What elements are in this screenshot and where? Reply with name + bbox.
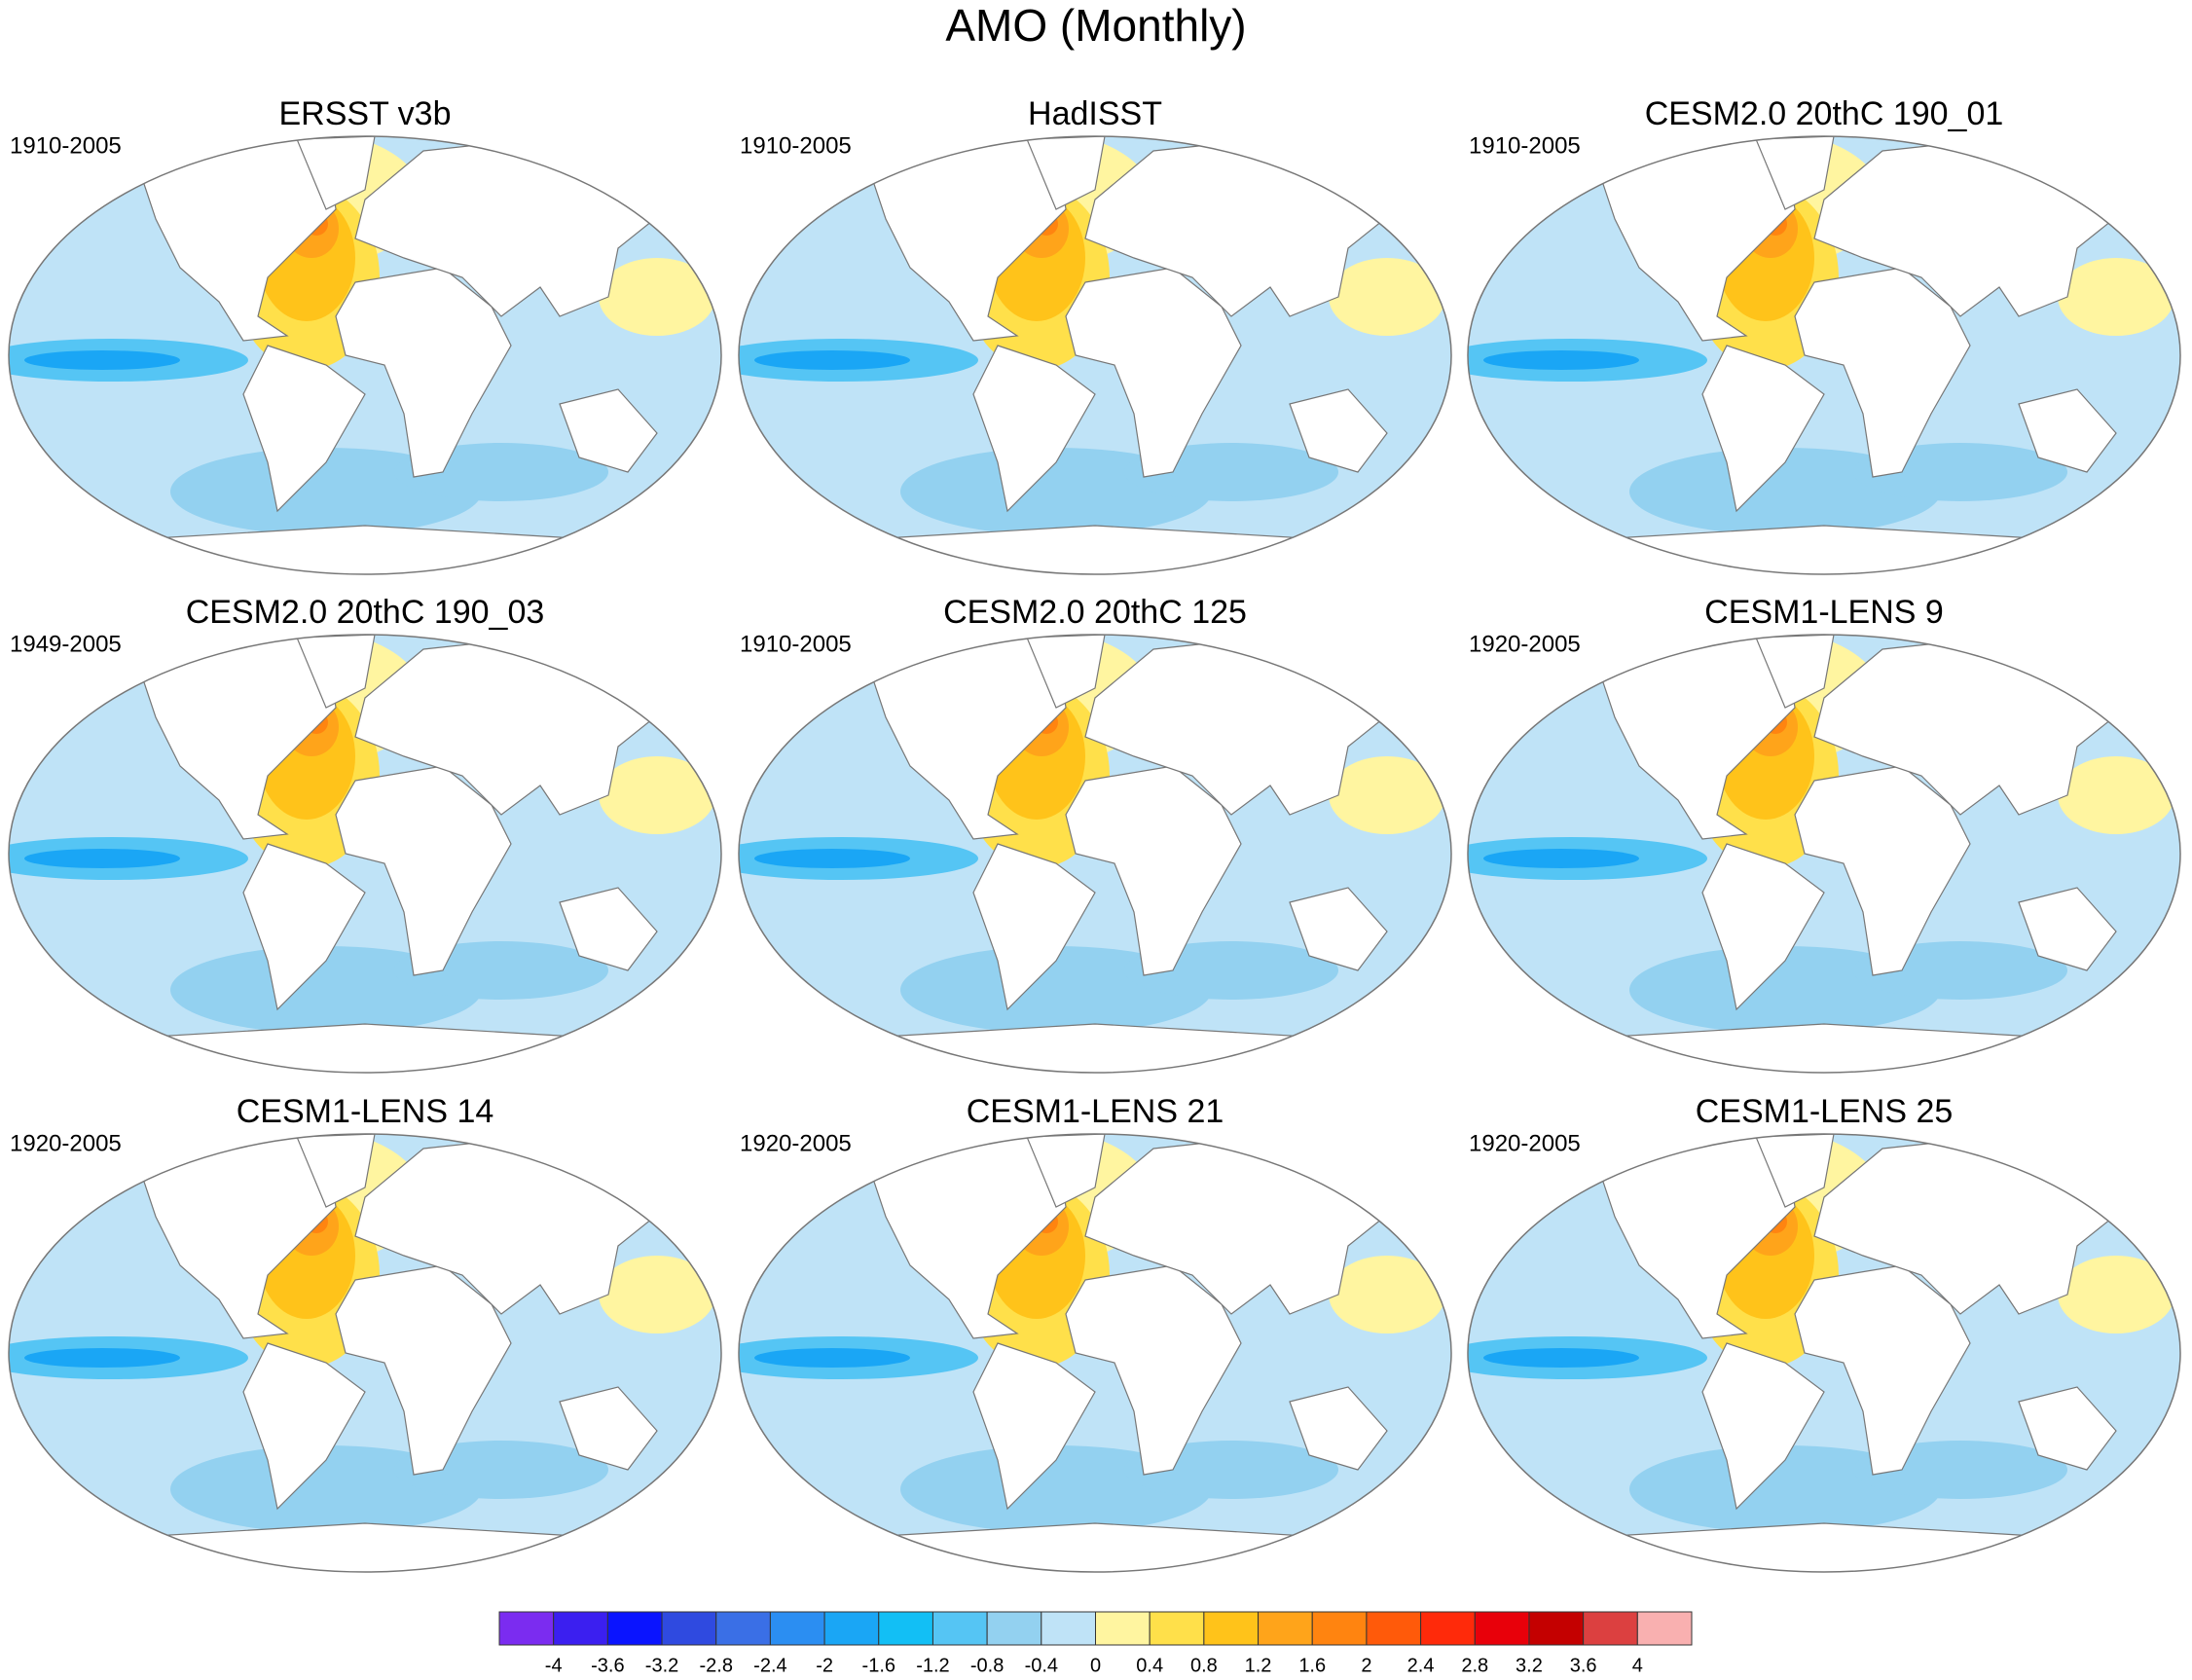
world-map <box>0 630 721 1077</box>
panel-title: CESM2.0 20thC 125 <box>943 594 1247 631</box>
colorbar-label: -1.2 <box>916 1655 949 1676</box>
colorbar-box <box>1041 1611 1097 1646</box>
colorbar-box <box>553 1611 608 1646</box>
colorbar-box <box>606 1611 663 1646</box>
world-map <box>706 131 1451 579</box>
colorbar-label: -3.2 <box>645 1655 678 1676</box>
panel-title: CESM1-LENS 14 <box>237 1093 494 1130</box>
colorbar-label: 0.4 <box>1136 1655 1163 1676</box>
colorbar-box <box>878 1611 933 1646</box>
colorbar-label: 4 <box>1632 1655 1643 1676</box>
colorbar-box <box>1149 1611 1205 1646</box>
world-map <box>1435 1129 2180 1577</box>
colorbar-label: 1.6 <box>1298 1655 1326 1676</box>
panel-period: 1910-2005 <box>740 132 852 159</box>
map-panel: CESM1-LENS 21 1920-2005 <box>706 1093 1451 1577</box>
colorbar-label: 2.4 <box>1407 1655 1435 1676</box>
map-panel: ERSST v3b 1910-2005 <box>0 95 721 579</box>
world-map <box>706 630 1451 1077</box>
panel-period: 1920-2005 <box>1469 1130 1581 1156</box>
panel-title: ERSST v3b <box>278 95 451 132</box>
world-map <box>0 131 721 579</box>
colorbar-box <box>1311 1611 1368 1646</box>
panel-period: 1920-2005 <box>1469 631 1581 657</box>
colorbar-box <box>1203 1611 1260 1646</box>
colorbar-box <box>1366 1611 1422 1646</box>
panel-title: CESM1-LENS 25 <box>1696 1093 1954 1130</box>
panel-title: CESM1-LENS 9 <box>1704 594 1944 631</box>
colorbar-box <box>769 1611 825 1646</box>
colorbar-label: -1.6 <box>862 1655 895 1676</box>
figure-title: AMO (Monthly) <box>945 0 1246 51</box>
colorbar-label: 2.8 <box>1461 1655 1488 1676</box>
panel-period: 1920-2005 <box>740 1130 852 1156</box>
map-panel: CESM2.0 20thC 190_01 1910-2005 <box>1435 95 2180 579</box>
map-panel: CESM1-LENS 9 1920-2005 <box>1435 594 2180 1077</box>
colorbar-box <box>932 1611 988 1646</box>
map-panel: HadISST 1910-2005 <box>706 95 1451 579</box>
map-panel: CESM1-LENS 14 1920-2005 <box>0 1093 721 1577</box>
colorbar: -4 -3.6 -3.2 -2.8 -2.4 -2 -1.6 -1.2 -0.8 -0.4 0 0.4… <box>498 1611 1693 1676</box>
colorbar-label: -4 <box>545 1655 563 1676</box>
colorbar-box <box>1583 1611 1638 1646</box>
panel-title: HadISST <box>1028 95 1162 132</box>
panel-period: 1910-2005 <box>10 132 122 159</box>
colorbar-box <box>986 1611 1042 1646</box>
colorbar-box <box>823 1611 880 1646</box>
colorbar-label: 3.6 <box>1570 1655 1597 1676</box>
world-map <box>0 1129 721 1577</box>
panel-period: 1910-2005 <box>740 631 852 657</box>
panel-period: 1920-2005 <box>10 1130 122 1156</box>
colorbar-box <box>1636 1611 1693 1646</box>
colorbar-box <box>1528 1611 1585 1646</box>
world-map <box>706 1129 1451 1577</box>
colorbar-label: -0.4 <box>1025 1655 1058 1676</box>
colorbar-label: -2.8 <box>699 1655 732 1676</box>
map-panel: CESM2.0 20thC 125 1910-2005 <box>706 594 1451 1077</box>
colorbar-box <box>1095 1611 1151 1646</box>
colorbar-box <box>715 1611 771 1646</box>
panel-title: CESM2.0 20thC 190_03 <box>186 594 545 631</box>
colorbar-box <box>1258 1611 1313 1646</box>
colorbar-box <box>1474 1611 1530 1646</box>
colorbar-label: -2 <box>816 1655 833 1676</box>
colorbar-box <box>498 1611 555 1646</box>
colorbar-box <box>1420 1611 1476 1646</box>
colorbar-label: 0.8 <box>1190 1655 1218 1676</box>
world-map <box>1435 131 2180 579</box>
colorbar-label: -0.8 <box>970 1655 1004 1676</box>
panel-title: CESM2.0 20thC 190_01 <box>1645 95 2004 132</box>
colorbar-box <box>661 1611 717 1646</box>
world-map <box>1435 630 2180 1077</box>
panel-period: 1949-2005 <box>10 631 122 657</box>
colorbar-label: 0 <box>1090 1655 1101 1676</box>
colorbar-label: -3.6 <box>591 1655 624 1676</box>
colorbar-label: 1.2 <box>1245 1655 1272 1676</box>
colorbar-label: -2.4 <box>753 1655 786 1676</box>
map-panel: CESM2.0 20thC 190_03 1949-2005 <box>0 594 721 1077</box>
panel-period: 1910-2005 <box>1469 132 1581 159</box>
colorbar-label: 3.2 <box>1516 1655 1543 1676</box>
panel-title: CESM1-LENS 21 <box>967 1093 1224 1130</box>
colorbar-label: 2 <box>1361 1655 1371 1676</box>
map-panel: CESM1-LENS 25 1920-2005 <box>1435 1093 2180 1577</box>
